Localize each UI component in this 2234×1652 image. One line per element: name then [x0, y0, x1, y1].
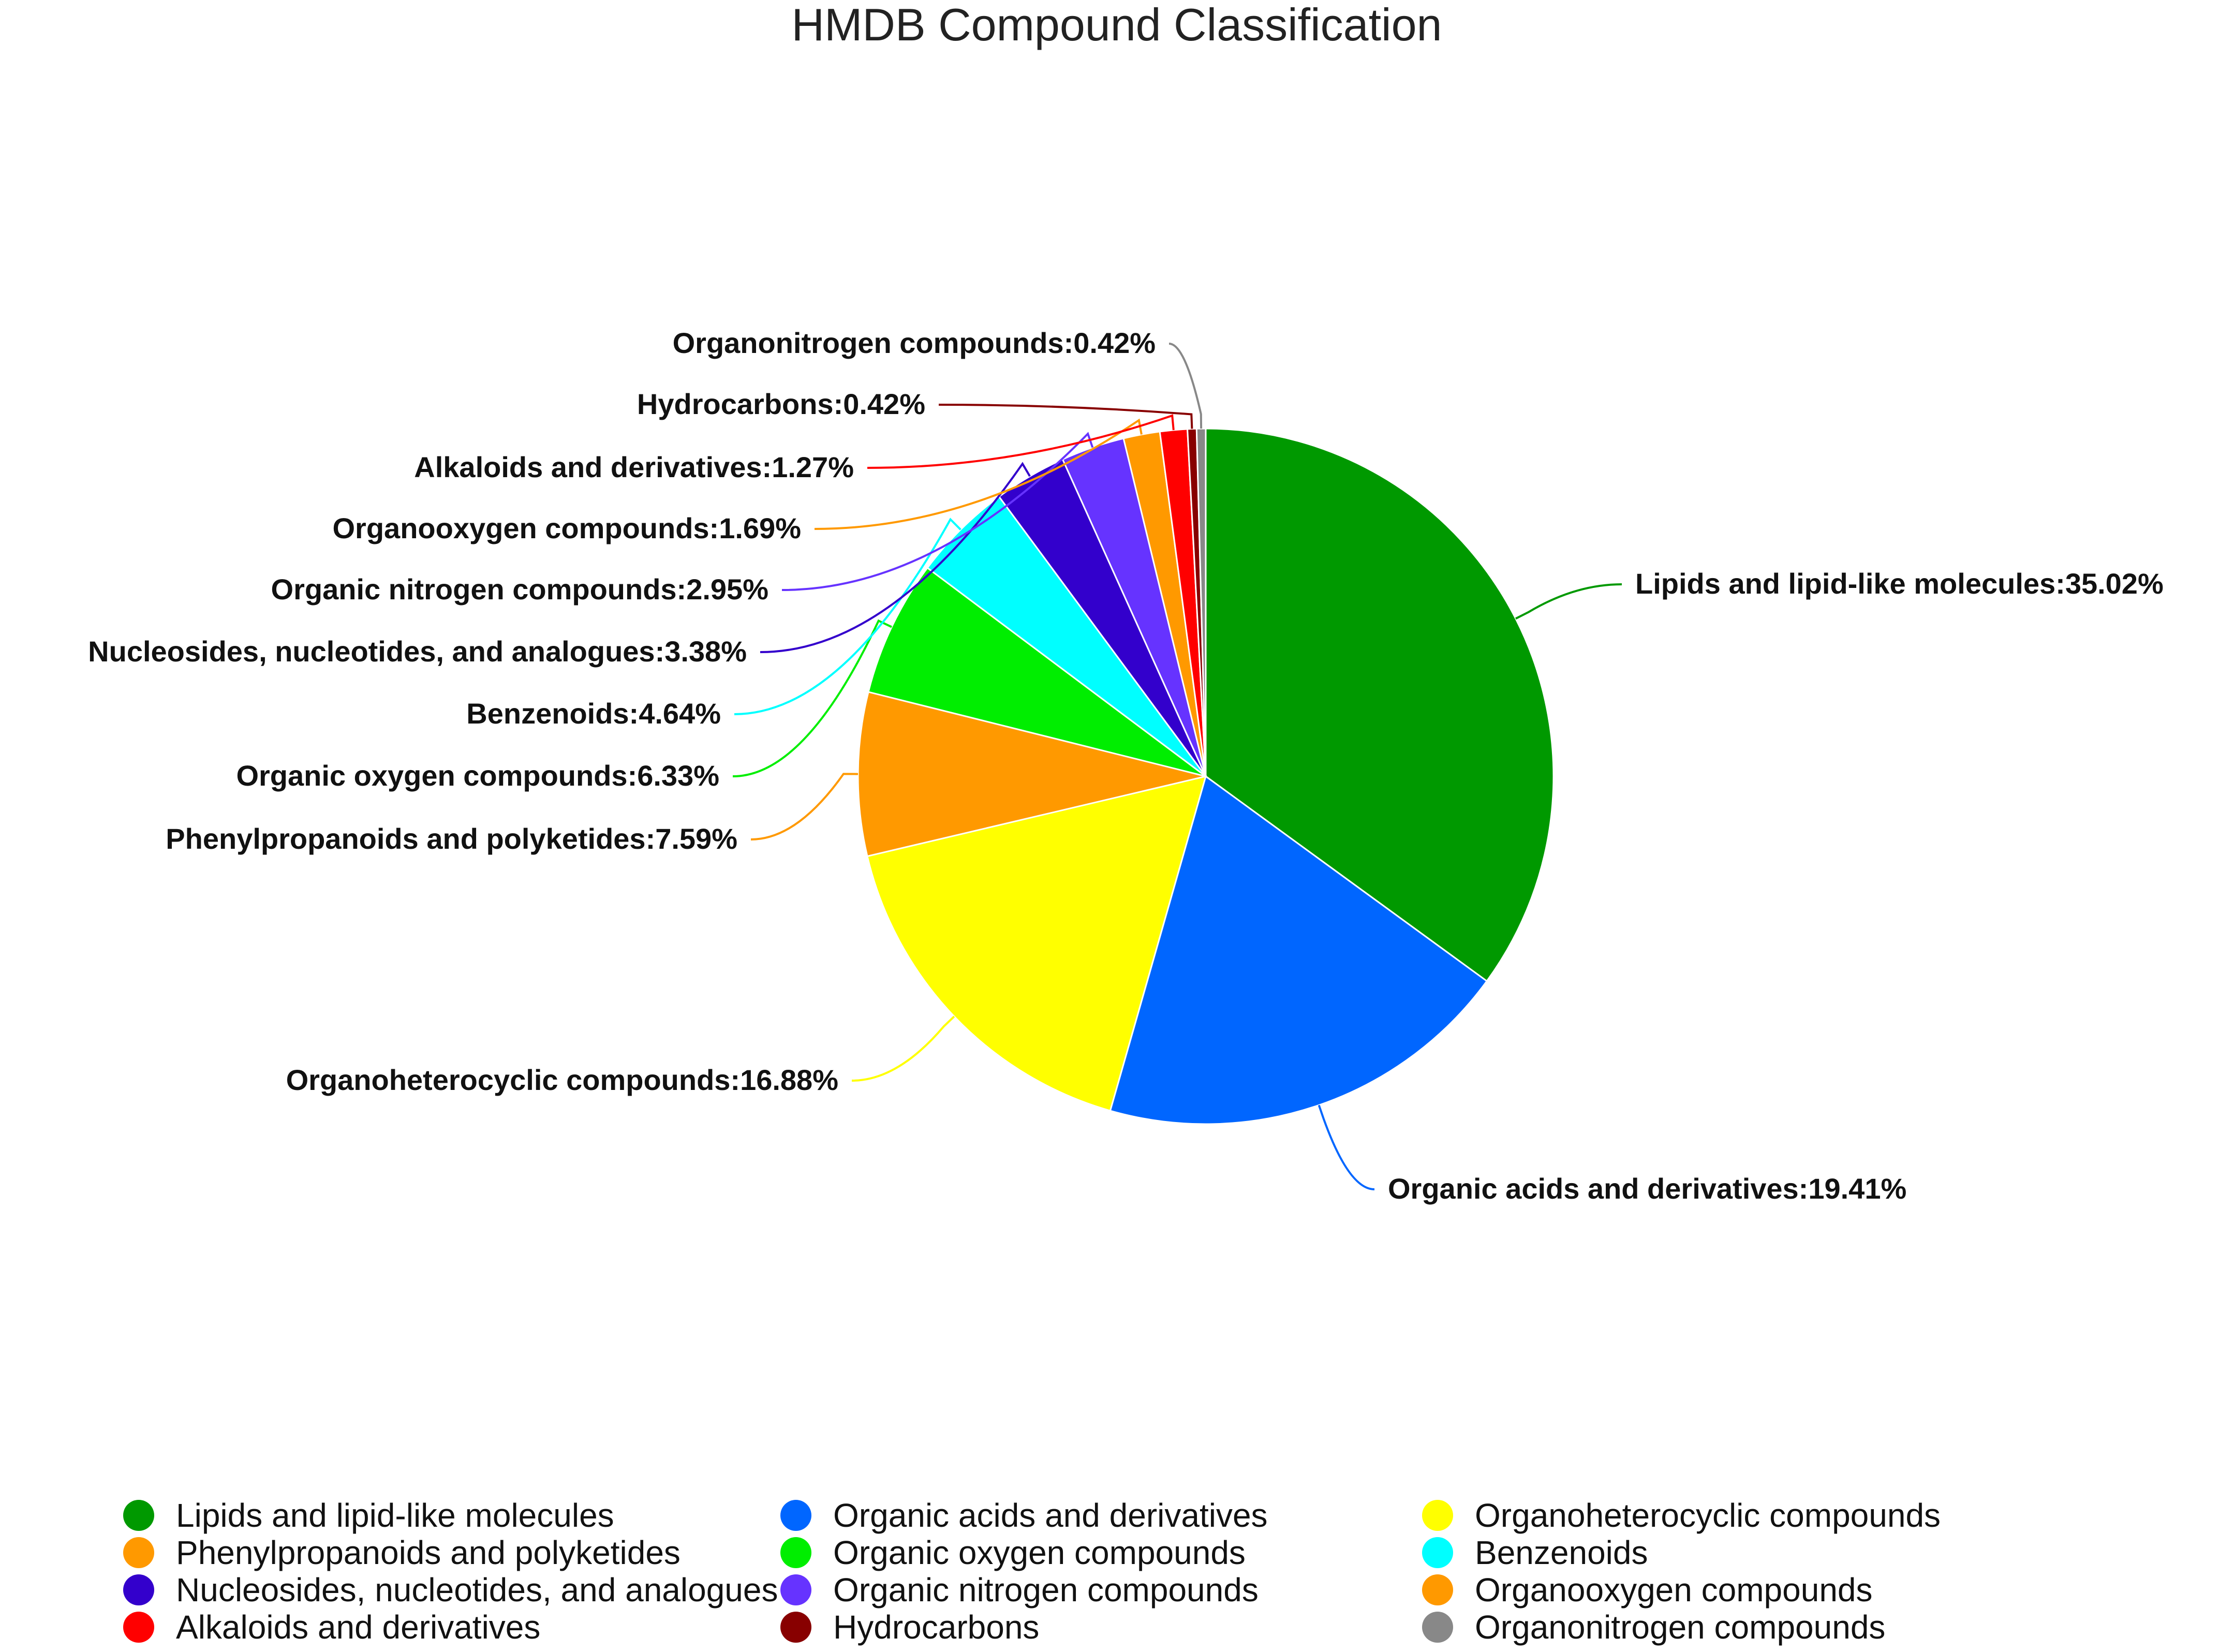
- legend-marker-lipids-and-lipid-like-molecules: [123, 1500, 154, 1531]
- slice-label-lipids-and-lipid-like-molecules: Lipids and lipid-like molecules:35.02%: [1635, 567, 2164, 600]
- legend-marker-organic-oxygen-compounds: [780, 1537, 811, 1568]
- slice-labels: Lipids and lipid-like molecules:35.02% Or…: [88, 327, 2164, 1205]
- slice-lipids-and-lipid-like-molecules: [1205, 427, 1555, 982]
- leader-line-organic-acids-and-derivatives: [1318, 1104, 1375, 1190]
- slice-label-benzenoids: Benzenoids:4.64%: [466, 697, 721, 730]
- legend-marker-organooxygen-compounds: [1422, 1574, 1453, 1605]
- slice-label-organic-acids-and-derivatives: Organic acids and derivatives:19.41%: [1388, 1172, 1906, 1205]
- leader-line-lipids-and-lipid-like-molecules: [1515, 583, 1622, 620]
- legend-label-organic-oxygen-compounds: Organic oxygen compounds: [833, 1534, 1246, 1571]
- legend-marker-alkaloids-and-derivatives: [123, 1612, 154, 1643]
- legend-marker-benzenoids: [1422, 1537, 1453, 1568]
- leader-line-nucleosides-nucleotides-and-analogues: [760, 462, 1031, 653]
- slice-label-phenylpropanoids-and-polyketides: Phenylpropanoids and polyketides:7.59%: [166, 822, 737, 855]
- leader-line-alkaloids-and-derivatives: [867, 414, 1175, 469]
- legend-item-benzenoids: Benzenoids: [1422, 1534, 1648, 1571]
- legend-label-benzenoids: Benzenoids: [1475, 1534, 1648, 1571]
- leader-line-hydrocarbons: [938, 404, 1193, 429]
- leader-line-organic-oxygen-compounds: [732, 619, 892, 777]
- legend-label-organonitrogen-compounds: Organonitrogen compounds: [1475, 1609, 1885, 1646]
- legend-label-phenylpropanoids-and-polyketides: Phenylpropanoids and polyketides: [176, 1534, 680, 1571]
- slice-label-organoheterocyclic-compounds: Organoheterocyclic compounds:16.88%: [286, 1064, 838, 1096]
- legend-item-organic-nitrogen-compounds: Organic nitrogen compounds: [780, 1571, 1259, 1609]
- leader-lines: [732, 343, 1622, 1190]
- legend-item-organoheterocyclic-compounds: Organoheterocyclic compounds: [1422, 1497, 1941, 1534]
- legend-item-organic-oxygen-compounds: Organic oxygen compounds: [780, 1534, 1246, 1571]
- legend-marker-organoheterocyclic-compounds: [1422, 1500, 1453, 1531]
- legend-label-organic-nitrogen-compounds: Organic nitrogen compounds: [833, 1571, 1259, 1609]
- slice-organic-oxygen-compounds: [867, 567, 1206, 777]
- slice-label-organooxygen-compounds: Organooxygen compounds:1.69%: [333, 512, 802, 544]
- legend-item-organic-acids-and-derivatives: Organic acids and derivatives: [780, 1497, 1268, 1534]
- legend-item-nucleosides-nucleotides-and-analogues: Nucleosides, nucleotides, and analogues: [123, 1571, 778, 1609]
- leader-line-organic-nitrogen-compounds: [781, 432, 1094, 591]
- legend-marker-hydrocarbons: [780, 1612, 811, 1643]
- slice-label-organic-oxygen-compounds: Organic oxygen compounds:6.33%: [236, 759, 719, 792]
- leader-line-phenylpropanoids-and-polyketides: [750, 773, 859, 840]
- legend-marker-phenylpropanoids-and-polyketides: [123, 1537, 154, 1568]
- legend-label-nucleosides-nucleotides-and-analogues: Nucleosides, nucleotides, and analogues: [176, 1571, 778, 1609]
- leader-line-organoheterocyclic-compounds: [851, 1015, 955, 1082]
- legend-item-alkaloids-and-derivatives: Alkaloids and derivatives: [123, 1609, 540, 1646]
- legend-marker-organonitrogen-compounds: [1422, 1612, 1453, 1643]
- legend-item-lipids-and-lipid-like-molecules: Lipids and lipid-like molecules: [123, 1497, 614, 1534]
- pie-slices: [857, 427, 1555, 1125]
- legend-label-organoheterocyclic-compounds: Organoheterocyclic compounds: [1475, 1497, 1941, 1534]
- legend-item-hydrocarbons: Hydrocarbons: [780, 1609, 1039, 1646]
- leader-line-organonitrogen-compounds: [1168, 343, 1203, 429]
- legend-marker-organic-nitrogen-compounds: [780, 1574, 811, 1605]
- legend-item-organooxygen-compounds: Organooxygen compounds: [1422, 1571, 1873, 1609]
- slice-label-alkaloids-and-derivatives: Alkaloids and derivatives:1.27%: [414, 451, 854, 483]
- legend-label-hydrocarbons: Hydrocarbons: [833, 1609, 1039, 1646]
- legend-item-phenylpropanoids-and-polyketides: Phenylpropanoids and polyketides: [123, 1534, 680, 1571]
- legend: Lipids and lipid-like molecules Organic a…: [123, 1497, 1941, 1646]
- leader-line-organooxygen-compounds: [814, 418, 1143, 530]
- legend-marker-organic-acids-and-derivatives: [780, 1500, 811, 1531]
- legend-label-alkaloids-and-derivatives: Alkaloids and derivatives: [176, 1609, 540, 1646]
- slice-label-organic-nitrogen-compounds: Organic nitrogen compounds:2.95%: [271, 573, 768, 606]
- slice-phenylpropanoids-and-polyketides: [857, 691, 1206, 858]
- chart-title: HMDB Compound Classification: [792, 0, 1442, 50]
- legend-item-organonitrogen-compounds: Organonitrogen compounds: [1422, 1609, 1885, 1646]
- slice-label-organonitrogen-compounds: Organonitrogen compounds:0.42%: [673, 327, 1156, 359]
- slice-label-hydrocarbons: Hydrocarbons:0.42%: [637, 388, 925, 420]
- slice-organoheterocyclic-compounds: [866, 775, 1207, 1112]
- slice-label-nucleosides-nucleotides-and-analogues: Nucleosides, nucleotides, and analogues:…: [88, 635, 747, 668]
- legend-label-organooxygen-compounds: Organooxygen compounds: [1475, 1571, 1873, 1609]
- legend-marker-nucleosides-nucleotides-and-analogues: [123, 1574, 154, 1605]
- legend-label-lipids-and-lipid-like-molecules: Lipids and lipid-like molecules: [176, 1497, 614, 1534]
- legend-label-organic-acids-and-derivatives: Organic acids and derivatives: [833, 1497, 1268, 1534]
- leader-line-benzenoids: [734, 518, 961, 715]
